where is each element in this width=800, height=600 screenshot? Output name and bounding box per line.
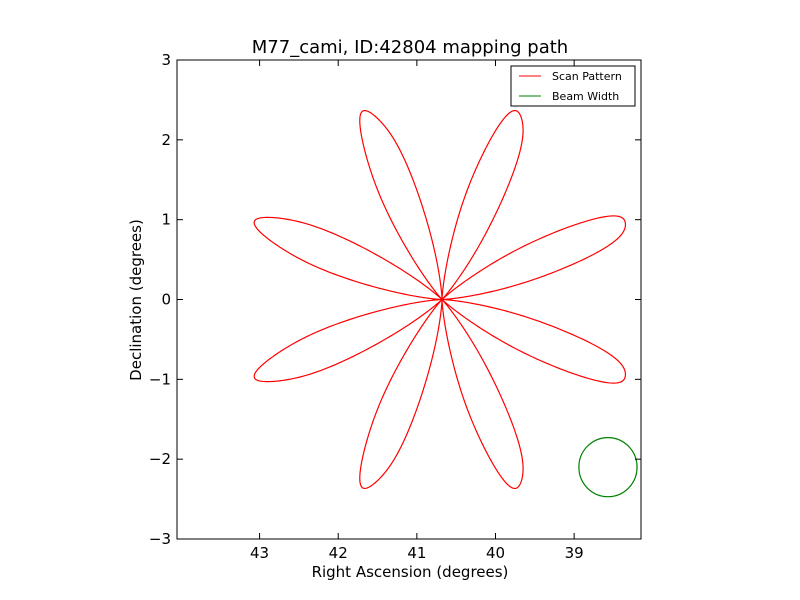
plot-area: 43 42 41 40 39 3 2 1 0 −1 −2 −3 <box>149 51 642 562</box>
y-axis-ticks: 3 2 1 0 −1 −2 −3 <box>149 51 641 548</box>
legend: Scan Pattern Beam Width <box>510 65 636 107</box>
x-axis-ticks: 43 42 41 40 39 <box>250 60 584 562</box>
y-tick-label: 1 <box>161 211 171 229</box>
x-tick-label: 39 <box>565 544 584 562</box>
scan-pattern-line <box>253 109 627 490</box>
legend-label-scan-pattern: Scan Pattern <box>552 70 622 83</box>
x-axis-label: Right Ascension (degrees) <box>312 563 509 581</box>
x-tick-label: 43 <box>250 544 269 562</box>
y-tick-label: −3 <box>149 530 171 548</box>
y-tick-label: 2 <box>161 131 171 149</box>
chart-title: M77_cami, ID:42804 mapping path <box>252 37 568 58</box>
y-tick-label: 0 <box>161 291 171 309</box>
series-layer <box>253 109 638 498</box>
x-tick-label: 41 <box>407 544 426 562</box>
legend-label-beam-width: Beam Width <box>552 90 619 103</box>
beam-width-circle <box>578 437 638 498</box>
legend-frame <box>510 65 636 107</box>
y-tick-label: −2 <box>149 450 171 468</box>
y-tick-label: −1 <box>149 370 171 388</box>
x-tick-label: 42 <box>329 544 348 562</box>
plot-frame <box>176 59 642 540</box>
x-tick-label: 40 <box>486 544 505 562</box>
y-tick-label: 3 <box>161 51 171 69</box>
y-axis-label: Declination (degrees) <box>127 219 145 381</box>
